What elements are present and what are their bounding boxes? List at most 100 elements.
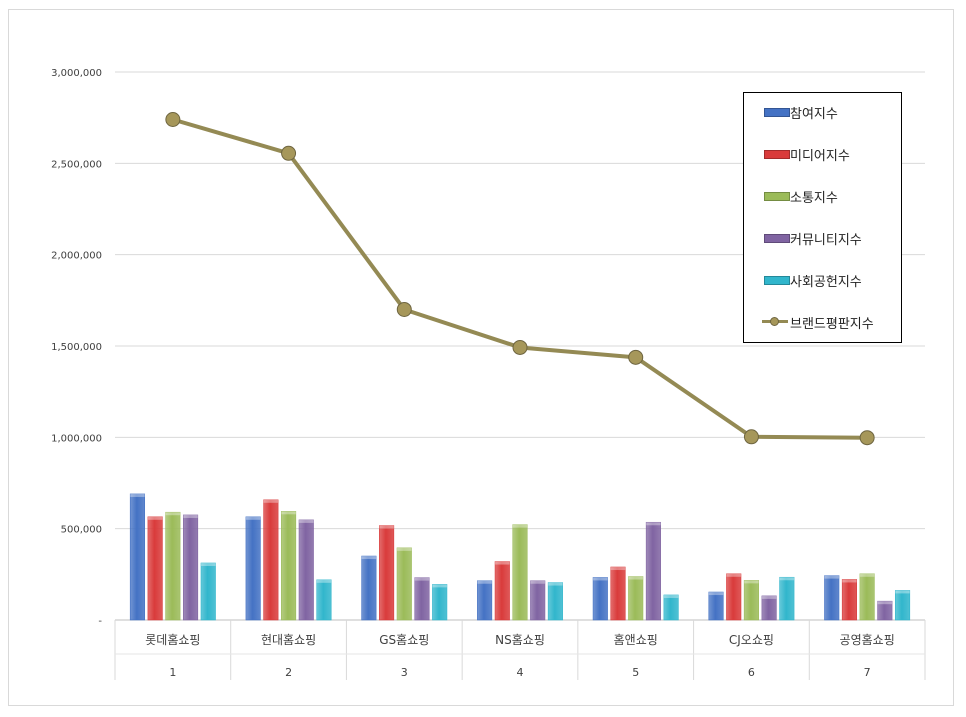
bar-highlight [432,584,447,588]
bar-highlight [147,516,163,520]
bar-highlight [201,563,216,567]
bar-highlight [646,522,661,526]
category-label: 현대홈쇼핑 [261,633,316,647]
bar [432,584,448,621]
legend-label: 미디어지수 [790,148,850,164]
line-marker [628,349,644,365]
bar [592,577,608,621]
bar [779,576,795,621]
bar-highlight [663,594,679,598]
legend-swatch [762,102,790,122]
legend-item: 미디어지수 [762,144,850,164]
bar-highlight [593,577,608,581]
line-marker [512,339,528,355]
bar [530,580,546,621]
bar [824,575,840,621]
y-tick-label: 2,000,000 [51,251,102,262]
bar [245,516,261,621]
bar-highlight [316,579,332,583]
bar [743,580,759,621]
bar [628,576,644,621]
bar-highlight [708,592,724,596]
bar-highlight [263,499,279,503]
bar [841,579,857,621]
legend-label: 참여지수 [790,106,838,122]
bar [547,582,563,621]
bar-highlight [744,580,759,584]
bar [761,595,777,621]
bar [129,493,146,621]
bar-highlight [877,601,893,605]
line-marker [396,301,412,317]
y-tick-label: 500,000 [61,525,102,536]
bar-highlight [183,514,198,518]
legend-swatch [762,270,790,290]
bar [316,579,332,621]
category-label: NS홈쇼핑 [495,633,545,647]
legend-swatch [762,312,788,332]
bar [147,516,163,621]
bar [726,573,742,621]
y-axis-tick-labels: - 500,000 1,000,000 1,500,000 2,000,000 2,500… [51,68,102,627]
rank-label: 4 [517,666,524,679]
category-labels: 롯데홈쇼핑 1 현대홈쇼핑 2 GS홈쇼핑 3 NS홈쇼핑 4 홈앤쇼핑 5 CJ오쇼핑 6 공영홈쇼핑… [145,633,894,679]
rank-label: 6 [748,666,755,679]
bar-highlight [628,576,643,580]
category-label: 공영홈쇼핑 [840,633,895,647]
bar-highlight [414,577,430,581]
legend-swatch [762,144,790,164]
legend-item: 소통지수 [762,186,838,206]
bar-highlight [842,579,857,583]
category-label: CJ오쇼핑 [729,633,774,647]
y-tick-label: 1,500,000 [51,342,102,353]
bar-highlight [895,590,910,594]
y-tick-label: 3,000,000 [51,68,102,79]
bar-highlight [761,595,777,599]
rank-label: 7 [864,666,871,679]
bar [165,511,181,621]
legend-label: 커뮤니티지수 [790,232,862,248]
legend-label: 사회공헌지수 [790,274,862,290]
rank-label: 2 [285,666,292,679]
bar-highlight [610,567,626,571]
bar [610,566,626,621]
legend-item: 커뮤니티지수 [762,228,862,248]
line-series [165,111,875,446]
category-label: 롯데홈쇼핑 [145,633,200,647]
bar-highlight [299,519,314,523]
bar-highlight [165,512,181,516]
line-marker [281,145,297,161]
bar [379,525,395,621]
legend: 참여지수 미디어지수 소통지수 커뮤니티지수 사회공헌지수 브랜드평판지수 [743,92,902,343]
bar [361,555,377,621]
bar-highlight [477,580,492,584]
bar-highlight [397,547,412,551]
y-tick-label: - [98,616,102,627]
legend-item: 사회공헌지수 [762,270,862,290]
bar [859,573,875,621]
bar [894,590,911,621]
bar [298,519,314,621]
bar [396,547,412,621]
bar [663,594,679,621]
bar-highlight [512,524,528,528]
bar-highlight [495,561,510,565]
bar-highlight [281,511,296,515]
legend-item: 참여지수 [762,102,838,122]
bar-highlight [245,516,261,520]
bar-highlight [548,582,563,586]
rank-label: 3 [401,666,408,679]
bar-highlight [530,580,545,584]
bar [877,600,893,621]
rank-label: 1 [169,666,176,679]
bar-highlight [859,573,875,577]
bar [183,514,199,621]
bar [708,591,724,621]
line-marker [859,430,875,446]
legend-label: 소통지수 [790,190,838,206]
rank-label: 5 [632,666,639,679]
bar [263,499,279,621]
bar-series [129,493,911,621]
y-tick-label: 1,000,000 [51,433,102,444]
